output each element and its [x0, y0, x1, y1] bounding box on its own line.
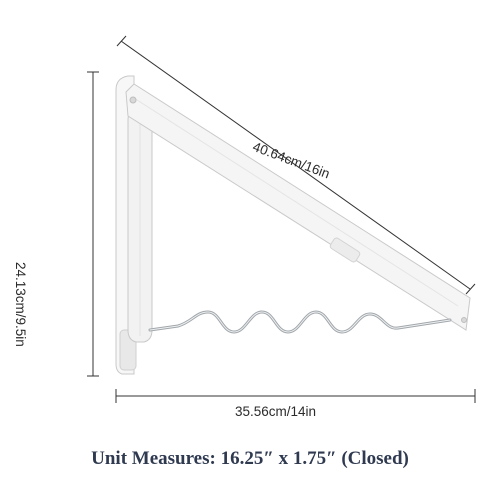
wavy-wire-hanger: [148, 310, 452, 334]
diagonal-arm: [125, 83, 471, 331]
height-dimension-label: 24.13cm/9.5in: [13, 262, 28, 347]
vertical-support: [127, 109, 153, 343]
height-dimension-line: [87, 71, 99, 377]
unit-measures-caption: Unit Measures: 16.25″ x 1.75″ (Closed): [91, 448, 409, 469]
diagonal-dimension-line: [116, 35, 476, 295]
width-dimension-label: 35.56cm/14in: [235, 404, 317, 419]
width-dimension-line: [115, 389, 476, 403]
